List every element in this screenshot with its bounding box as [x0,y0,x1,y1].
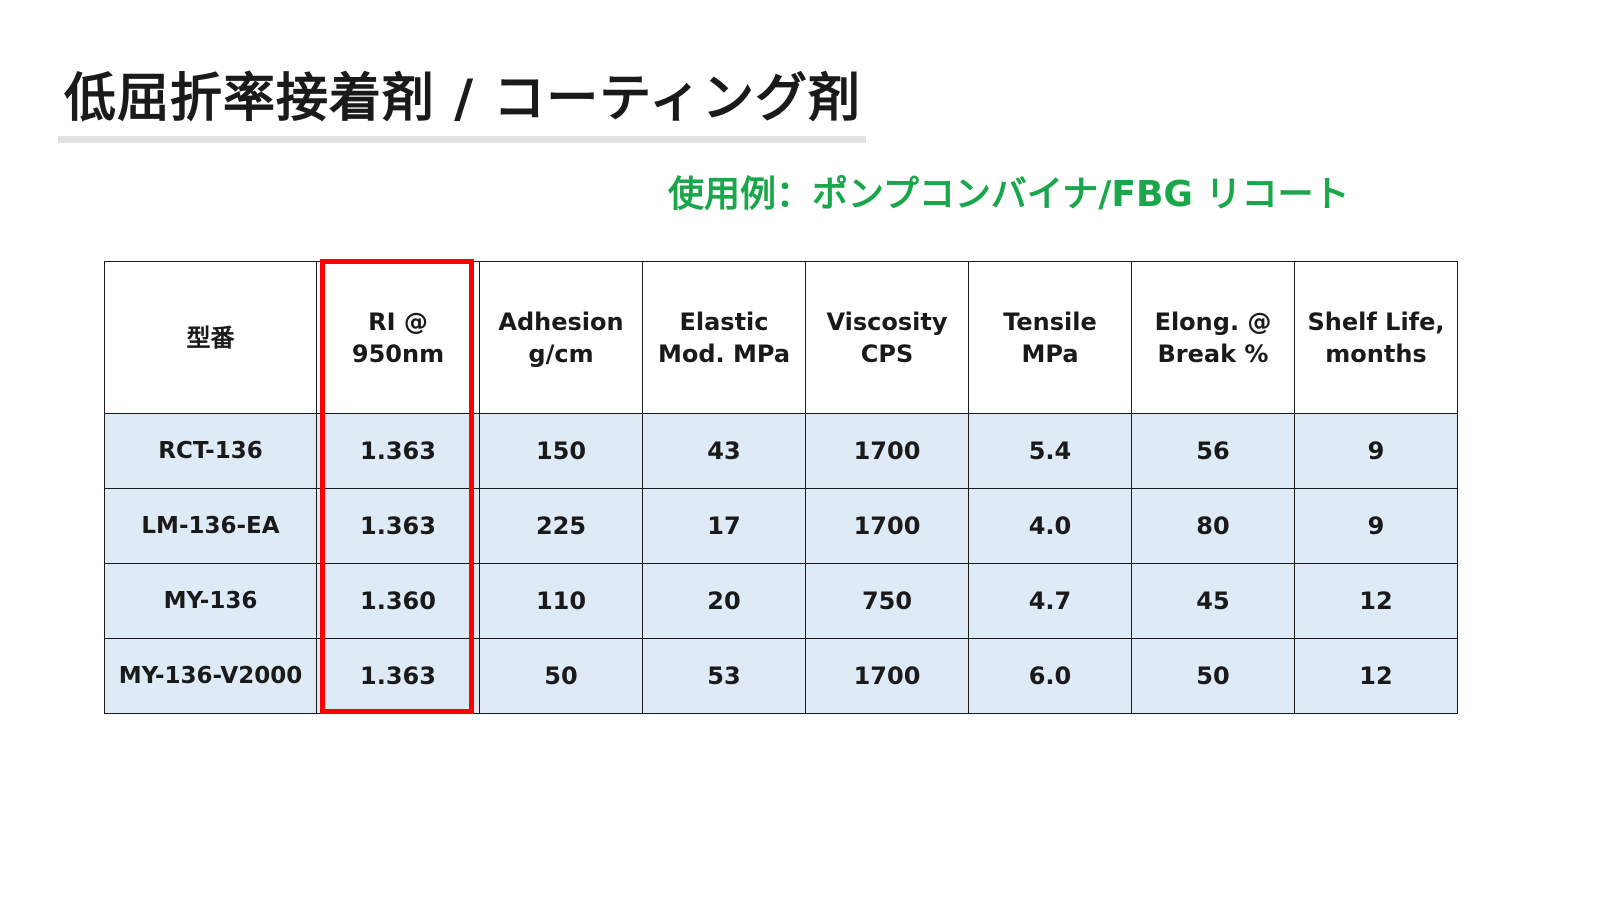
table-row: MY-136-V2000 1.363 50 53 1700 6.0 50 12 [104,638,1458,714]
header-viscosity-line2: CPS [860,339,914,368]
cell-ri: 1.360 [316,563,480,639]
cell-ri: 1.363 [316,413,480,489]
cell-elastic-modulus: 17 [642,488,806,564]
header-adhesion: Adhesion g/cm [479,261,643,414]
header-elastic-modulus: Elastic Mod. MPa [642,261,806,414]
header-elongation: Elong. @ Break % [1131,261,1295,414]
cell-elongation: 50 [1131,638,1295,714]
cell-viscosity: 1700 [805,488,969,564]
cell-elongation: 56 [1131,413,1295,489]
header-elastic-modulus-line1: Elastic [679,307,769,336]
cell-adhesion: 150 [479,413,643,489]
header-adhesion-line2: g/cm [528,339,594,368]
cell-model: LM-136-EA [104,488,317,564]
cell-viscosity: 750 [805,563,969,639]
cell-ri: 1.363 [316,488,480,564]
cell-shelf-life: 9 [1294,413,1458,489]
header-tensile-line2: MPa [1021,339,1079,368]
cell-adhesion: 50 [479,638,643,714]
cell-elastic-modulus: 43 [642,413,806,489]
header-refractive-index-line1: RI @ [368,307,428,336]
page-title: 低屈折率接着剤 / コーティング剤 [64,69,862,129]
table-row: RCT-136 1.363 150 43 1700 5.4 56 9 [104,413,1458,489]
cell-shelf-life: 12 [1294,563,1458,639]
cell-elongation: 45 [1131,563,1295,639]
header-refractive-index-line2: 950nm [351,339,445,368]
cell-model: MY-136-V2000 [104,638,317,714]
header-viscosity-line1: Viscosity [826,307,948,336]
header-elongation-line2: Break % [1157,339,1269,368]
cell-tensile: 5.4 [968,413,1132,489]
title-underline [58,136,866,143]
cell-adhesion: 110 [479,563,643,639]
cell-elongation: 80 [1131,488,1295,564]
cell-model: RCT-136 [104,413,317,489]
header-tensile-line1: Tensile [1003,307,1097,336]
header-shelf-life-line2: months [1325,339,1427,368]
cell-shelf-life: 9 [1294,488,1458,564]
header-tensile: Tensile MPa [968,261,1132,414]
cell-model: MY-136 [104,563,317,639]
cell-viscosity: 1700 [805,413,969,489]
header-elongation-line1: Elong. @ [1154,307,1272,336]
table-header-row: 型番 RI @ 950nm Adhesion g/cm Elastic Mod.… [104,261,1458,414]
cell-tensile: 4.0 [968,488,1132,564]
product-spec-table: 型番 RI @ 950nm Adhesion g/cm Elastic Mod.… [104,261,1458,714]
cell-elastic-modulus: 20 [642,563,806,639]
header-model-number-label: 型番 [186,323,235,352]
table-row: LM-136-EA 1.363 225 17 1700 4.0 80 9 [104,488,1458,564]
cell-adhesion: 225 [479,488,643,564]
table-row: MY-136 1.360 110 20 750 4.7 45 12 [104,563,1458,639]
header-model-number: 型番 [104,261,317,414]
cell-tensile: 6.0 [968,638,1132,714]
header-shelf-life: Shelf Life, months [1294,261,1458,414]
cell-ri: 1.363 [316,638,480,714]
header-refractive-index: RI @ 950nm [316,261,480,414]
cell-tensile: 4.7 [968,563,1132,639]
cell-shelf-life: 12 [1294,638,1458,714]
cell-elastic-modulus: 53 [642,638,806,714]
header-shelf-life-line1: Shelf Life, [1307,307,1445,336]
header-viscosity: Viscosity CPS [805,261,969,414]
usage-example-subtitle: 使用例：ポンプコンバイナ/FBG リコート [668,174,1350,215]
cell-viscosity: 1700 [805,638,969,714]
header-elastic-modulus-line2: Mod. MPa [657,339,791,368]
header-adhesion-line1: Adhesion [498,307,624,336]
